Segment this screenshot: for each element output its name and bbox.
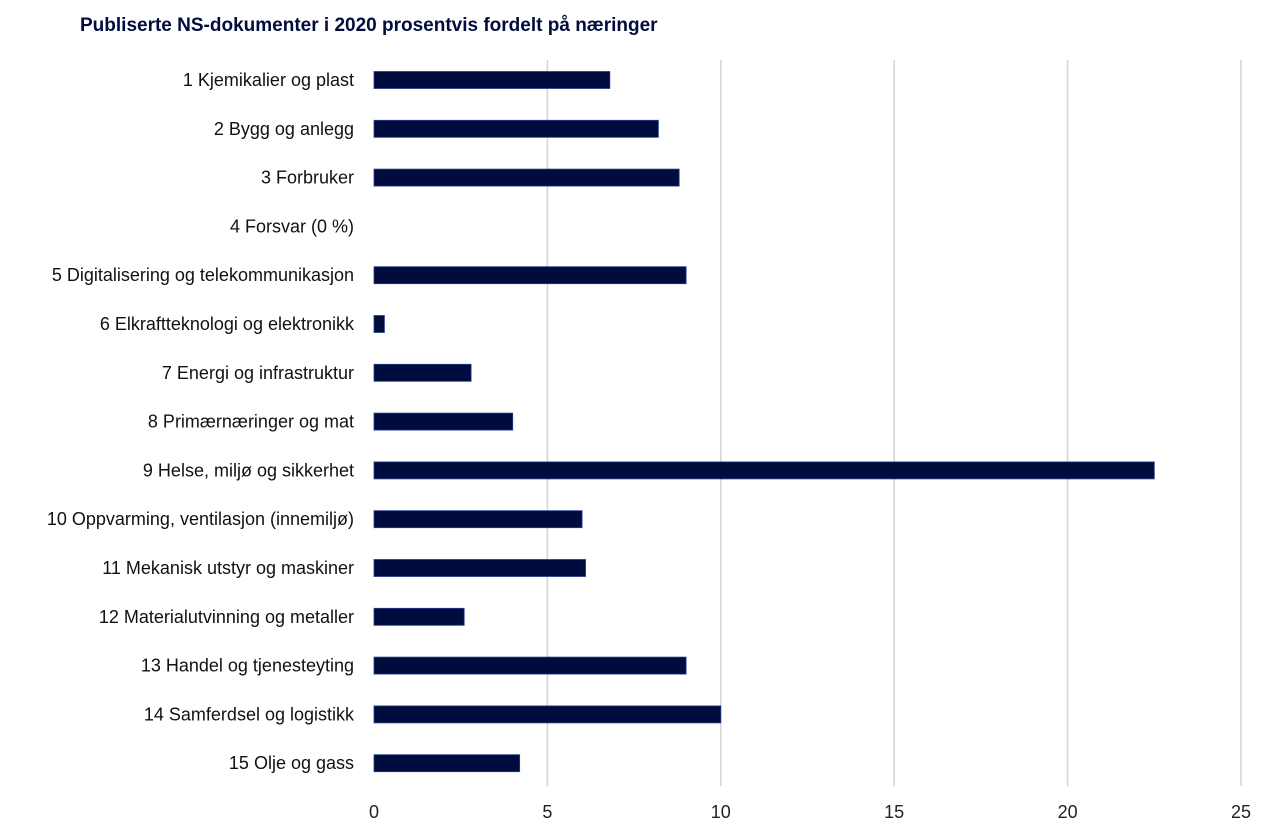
category-label: 6 Elkraftteknologi og elektronikk — [100, 314, 355, 334]
x-tick-labels: 0 5 10 15 20 25 — [369, 802, 1251, 822]
bar — [373, 461, 1155, 480]
bar — [373, 168, 680, 187]
category-label: 1 Kjemikalier og plast — [183, 70, 354, 90]
category-label: 7 Energi og infrastruktur — [162, 363, 354, 383]
x-tick-label: 10 — [711, 802, 731, 822]
bar — [373, 656, 687, 675]
bar — [373, 266, 687, 285]
bar — [373, 363, 472, 382]
category-label: 2 Bygg og anlegg — [214, 119, 354, 139]
bar — [373, 607, 465, 626]
bar — [373, 754, 521, 773]
category-label: 3 Forbruker — [261, 168, 354, 188]
x-tick-label: 5 — [542, 802, 552, 822]
category-label: 9 Helse, miljø og sikkerhet — [143, 460, 354, 480]
category-label: 14 Samferdsel og logistikk — [144, 704, 355, 724]
bar — [373, 71, 611, 89]
bar — [373, 315, 385, 333]
category-label: 8 Primærnæringer og mat — [148, 412, 354, 432]
bar — [373, 559, 586, 577]
category-labels: 1 Kjemikalier og plast 2 Bygg og anlegg 3 … — [47, 70, 355, 773]
x-tick-label: 0 — [369, 802, 379, 822]
bar — [373, 510, 583, 529]
category-label: 11 Mekanisk utstyr og maskiner — [102, 558, 354, 578]
category-label: 4 Forsvar (0 %) — [230, 216, 354, 236]
x-tick-label: 20 — [1058, 802, 1078, 822]
bar — [373, 412, 514, 431]
bar — [373, 705, 722, 724]
x-tick-label: 15 — [884, 802, 904, 822]
bar — [373, 119, 659, 138]
category-label: 10 Oppvarming, ventilasjon (innemiljø) — [47, 509, 354, 529]
category-label: 15 Olje og gass — [229, 753, 354, 773]
category-label: 5 Digitalisering og telekommunikasjon — [52, 265, 354, 285]
category-label: 13 Handel og tjenesteyting — [141, 656, 354, 676]
bars — [373, 71, 1155, 773]
x-tick-label: 25 — [1231, 802, 1251, 822]
chart-title: Publiserte NS-dokumenter i 2020 prosentv… — [80, 15, 658, 36]
category-label: 12 Materialutvinning og metaller — [99, 607, 354, 627]
